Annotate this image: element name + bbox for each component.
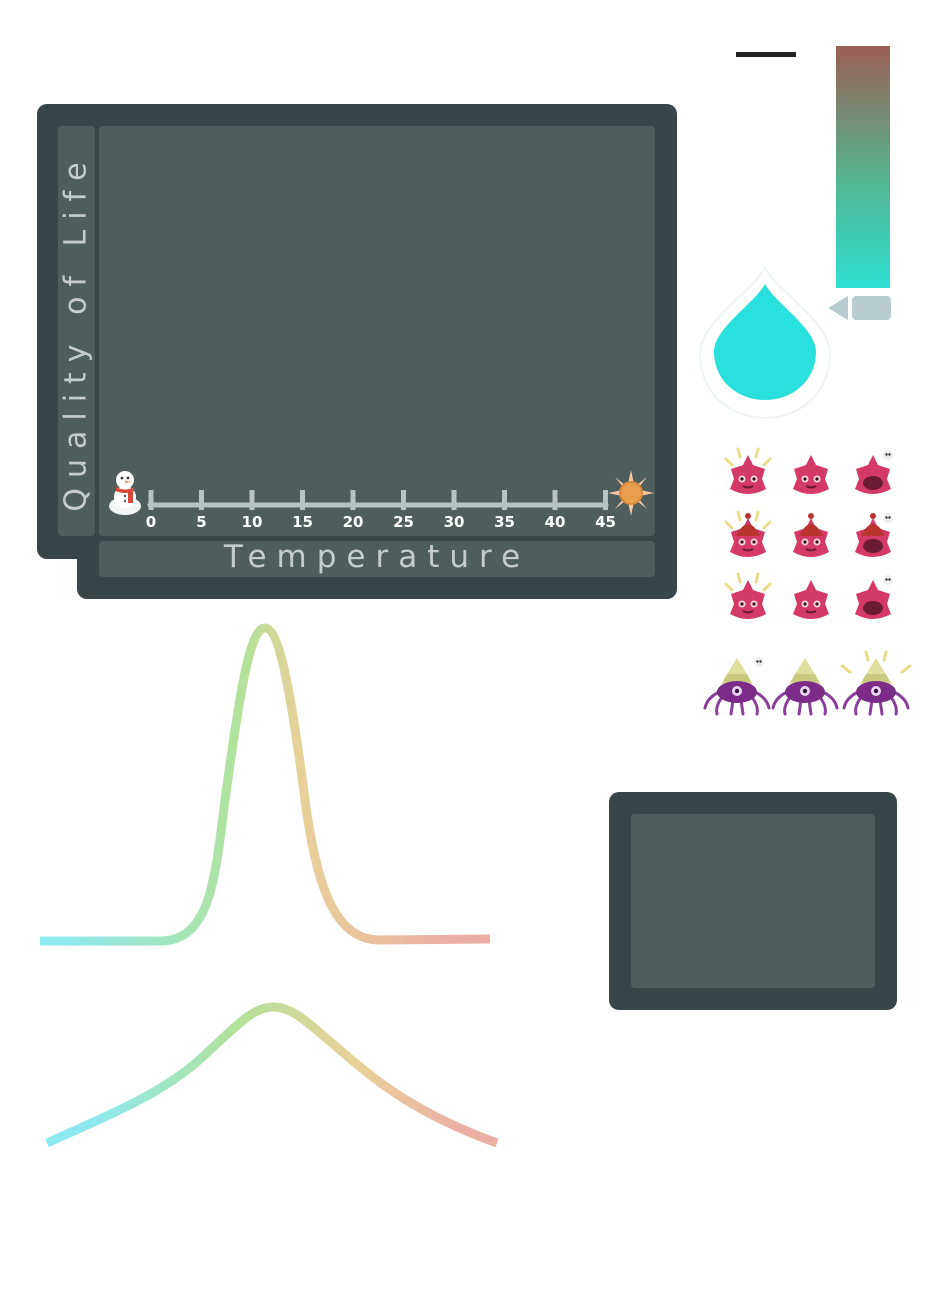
x-axis-tick-label: 35 <box>494 513 515 531</box>
x-axis-tick <box>249 490 255 510</box>
x-axis-tick-label: 0 <box>145 513 157 531</box>
x-axis-tick <box>300 490 305 510</box>
purple-creature-sprite <box>836 648 916 718</box>
x-axis-tick-label: 20 <box>342 513 364 531</box>
water-drop-icon <box>698 265 832 420</box>
pink-creature-sprite <box>843 508 903 568</box>
pink-creature-sprite <box>781 570 841 630</box>
x-axis-tick-label: 10 <box>241 513 263 531</box>
x-axis-tick-label: 40 <box>544 513 566 531</box>
x-axis-tick-label: 25 <box>393 513 414 531</box>
snowman-icon <box>109 471 141 515</box>
x-axis-tick <box>552 490 558 510</box>
thermometer-pointer[interactable] <box>828 295 892 321</box>
pink-creature-sprite <box>718 508 778 568</box>
y-axis-label-strip <box>58 126 95 536</box>
x-axis-tick-label: 15 <box>292 513 313 531</box>
x-axis-tick <box>502 490 507 510</box>
x-axis-tick <box>451 490 457 510</box>
x-axis-tick <box>350 490 356 510</box>
x-axis-tick-label: 30 <box>443 513 465 531</box>
x-axis-tick <box>199 490 204 510</box>
plot-area <box>99 126 655 536</box>
small-panel-inner <box>631 814 875 988</box>
x-axis-tick <box>148 490 154 510</box>
x-axis-tick-label: 45 <box>595 513 616 531</box>
purple-creature-sprite <box>765 648 845 718</box>
pink-creature-sprite <box>718 570 778 630</box>
x-axis-label: Temperature <box>223 539 531 575</box>
purple-creature-sprite <box>697 648 777 718</box>
x-axis-label-strip <box>99 541 655 577</box>
pink-creature-sprite <box>718 445 778 505</box>
pink-creature-sprite <box>843 445 903 505</box>
x-axis-tick-label: 5 <box>196 513 207 531</box>
x-axis-tick <box>401 490 406 510</box>
thermometer-gradient-bar <box>836 46 890 288</box>
pink-creature-sprite <box>781 445 841 505</box>
sun-icon <box>608 470 654 516</box>
pink-creature-sprite <box>781 508 841 568</box>
x-axis-tick <box>603 490 608 510</box>
pink-creature-sprite <box>843 570 903 630</box>
thermometer-top-line <box>736 52 796 57</box>
